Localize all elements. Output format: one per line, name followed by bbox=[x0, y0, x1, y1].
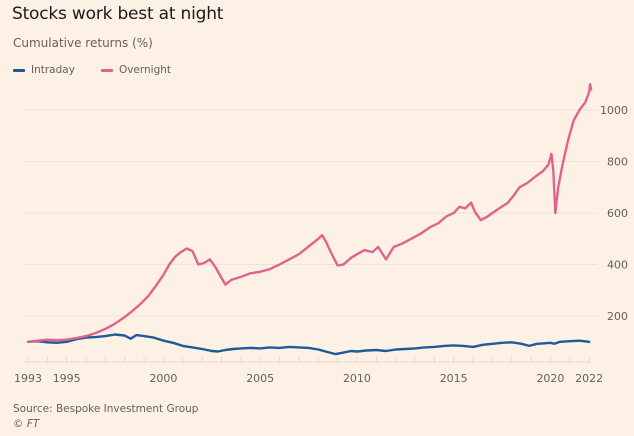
legend: Intraday Overnight bbox=[13, 64, 171, 76]
legend-swatch-intraday bbox=[13, 68, 25, 72]
legend-item-overnight: Overnight bbox=[100, 64, 172, 76]
x-tick-label: 2015 bbox=[440, 372, 468, 385]
copyright: © FT bbox=[13, 418, 40, 430]
series-line-overnight bbox=[26, 83, 593, 343]
y-tick-label: 200 bbox=[607, 310, 628, 323]
legend-item-intraday: Intraday bbox=[13, 64, 75, 76]
x-tick-label: 2010 bbox=[343, 372, 371, 385]
x-tick-label: 1993 bbox=[14, 372, 42, 385]
x-tick-label: 2022 bbox=[575, 372, 603, 385]
x-axis: 1993 1995 2000 2005 2010 2015 2020 2022 bbox=[14, 357, 603, 385]
x-tick-label: 2005 bbox=[246, 372, 274, 385]
y-tick-label: 800 bbox=[607, 156, 628, 169]
legend-label-intraday: Intraday bbox=[31, 64, 75, 76]
legend-label-overnight: Overnight bbox=[118, 64, 172, 76]
series-line-intraday bbox=[26, 333, 591, 356]
source-note: Source: Bespoke Investment Group bbox=[13, 403, 199, 415]
chart-title: Stocks work best at night bbox=[12, 4, 224, 24]
chart-subtitle: Cumulative returns (%) bbox=[13, 36, 153, 50]
gridlines bbox=[24, 109, 598, 317]
y-tick-label: 400 bbox=[607, 259, 628, 272]
series-lines bbox=[26, 83, 593, 356]
y-tick-label: 600 bbox=[607, 207, 628, 220]
x-tick-label: 1995 bbox=[53, 372, 81, 385]
legend-swatch-overnight bbox=[100, 68, 113, 72]
y-tick-label: 1000 bbox=[600, 104, 628, 117]
x-tick-label: 2020 bbox=[536, 372, 564, 385]
y-axis: 200 400 600 800 1000 bbox=[600, 104, 628, 323]
x-tick-label: 2000 bbox=[149, 372, 177, 385]
